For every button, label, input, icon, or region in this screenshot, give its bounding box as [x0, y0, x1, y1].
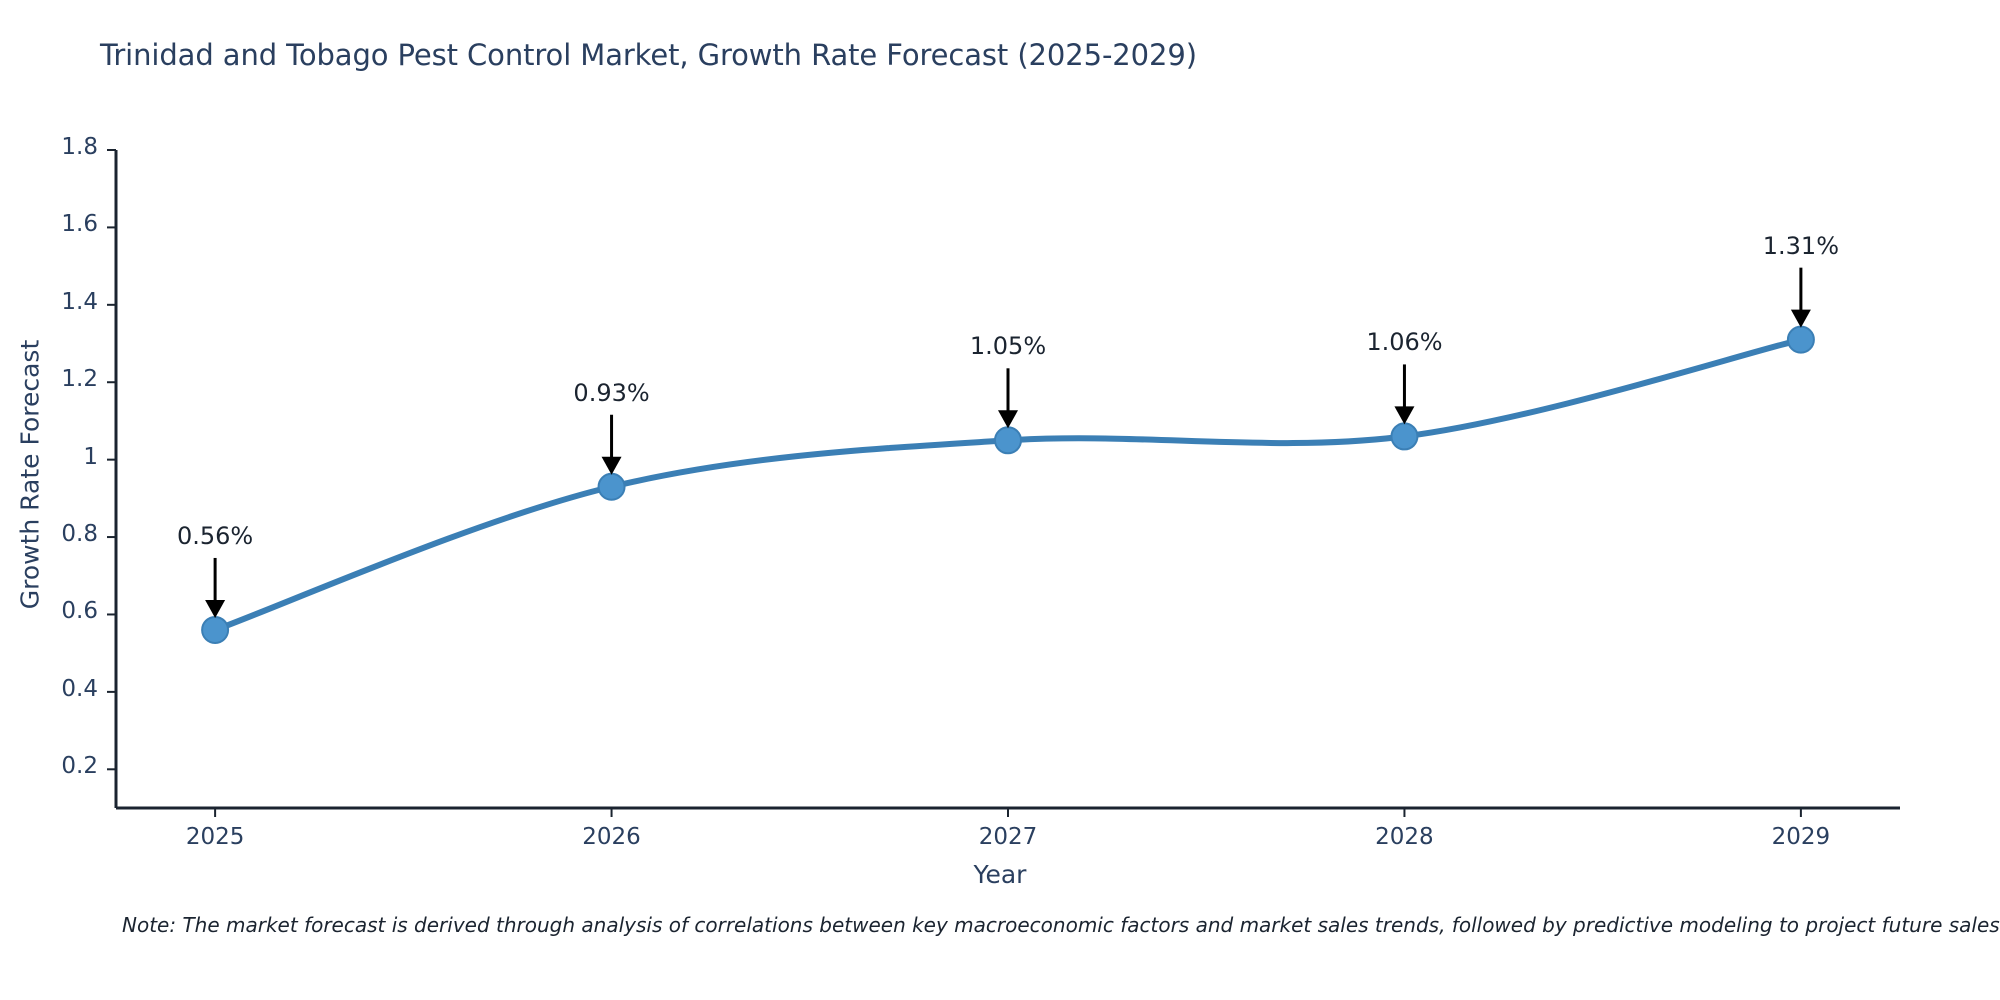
x-tick-label: 2025 [185, 824, 245, 850]
data-point-label: 0.56% [176, 521, 254, 550]
y-tick-label: 1.2 [61, 366, 98, 393]
data-point-marker[interactable] [994, 426, 1022, 455]
y-tick-label: 0.8 [61, 521, 98, 548]
x-tick-label: 2026 [582, 824, 641, 850]
x-tick-label: 2027 [978, 824, 1038, 850]
axes [114, 150, 1900, 810]
y-tick-label: 1.6 [61, 211, 98, 238]
data-point-label: 1.05% [969, 332, 1047, 361]
y-tick-label: 1 [83, 443, 98, 470]
data-markers [201, 325, 1815, 644]
x-tick-label: 2029 [1771, 824, 1831, 850]
y-tick-label: 0.6 [61, 598, 98, 625]
x-tick-label: 2028 [1375, 824, 1434, 850]
x-axis-title: Year [973, 860, 1027, 889]
annotation-arrow-head [1394, 406, 1415, 425]
data-point-marker[interactable] [201, 615, 230, 644]
x-tick-marks [214, 808, 1802, 817]
data-point-label: 1.31% [1762, 231, 1839, 260]
annotation-arrows [205, 267, 1811, 618]
y-tick-label: 0.4 [61, 675, 98, 702]
y-tick-label: 1.8 [61, 134, 98, 160]
data-point-label: 0.93% [573, 378, 650, 407]
y-tick-label: 1.4 [61, 288, 98, 315]
data-point-marker[interactable] [597, 472, 626, 501]
annotation-arrow-head [1790, 309, 1811, 328]
data-point-marker[interactable] [1786, 325, 1815, 354]
page-title: Trinidad and Tobago Pest Control Market,… [100, 38, 1197, 72]
annotation-arrow-head [601, 456, 622, 475]
data-point-marker[interactable] [1390, 422, 1419, 451]
annotation-arrow-head [998, 410, 1018, 429]
annotation-arrow-head [205, 599, 226, 618]
y-tick-label: 0.2 [61, 753, 98, 780]
y-tick-marks [107, 149, 116, 771]
data-point-label: 1.06% [1366, 328, 1443, 357]
footer-note: Note: The market forecast is derived thr… [122, 913, 2000, 937]
